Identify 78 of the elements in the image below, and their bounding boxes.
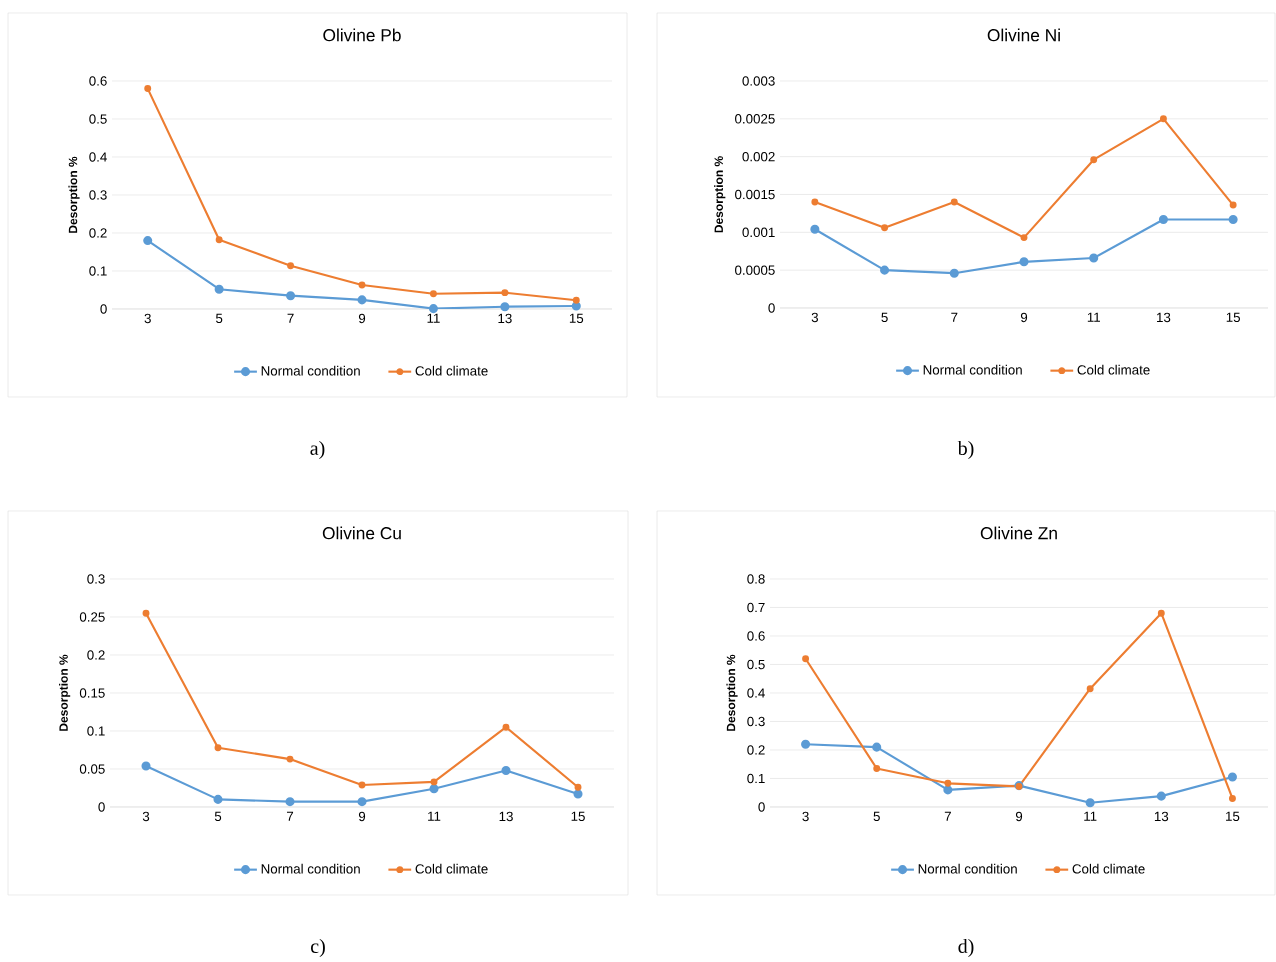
y-tick-label: 0.15: [79, 688, 105, 698]
chart-title: Olivine Zn: [980, 526, 1057, 540]
y-tick-label: 0.8: [747, 574, 765, 584]
x-tick-label: 7: [944, 811, 951, 821]
legend-label: Normal condition: [918, 863, 1017, 874]
y-tick-label: 0.5: [747, 659, 765, 670]
text: b): [957, 440, 974, 460]
x-tick-label: 5: [215, 313, 223, 323]
y-tick-label: 0.5: [89, 114, 107, 124]
y-tick-label: 0.4: [89, 152, 107, 162]
y-tick-label: 0.0015: [735, 189, 775, 200]
x-tick-label: 9: [358, 811, 366, 822]
x-tick-label: 11: [1087, 312, 1100, 322]
legend-label: Normal condition: [923, 364, 1022, 375]
y-tick-label: 0.1: [89, 266, 107, 276]
y-tick-label: 0.3: [87, 574, 105, 584]
y-tick-label: 0.0005: [735, 265, 775, 275]
y-tick-label: 0.2: [89, 228, 107, 238]
x-tick-label: 5: [881, 312, 888, 322]
y-tick-label: 0.6: [89, 76, 107, 86]
x-tick-label: 5: [214, 811, 222, 821]
x-tick-label: 15: [571, 811, 585, 821]
x-tick-label: 15: [1226, 811, 1240, 821]
x-tick-label: 3: [802, 811, 809, 822]
x-tick-label: 7: [286, 811, 294, 821]
y-tick-label: 0.1: [87, 726, 105, 736]
y-axis-title: Desorption %: [59, 654, 71, 731]
y-tick-label: 0: [768, 303, 775, 313]
chart-title: Olivine Ni: [987, 28, 1060, 42]
y-tick-label: 0.3: [89, 190, 107, 200]
y-tick-label: 0.25: [79, 612, 105, 622]
legend-label: Cold climate: [415, 863, 488, 874]
x-tick-label: 9: [1020, 312, 1028, 323]
legend-label: Cold climate: [1077, 364, 1150, 375]
text: c): [310, 938, 325, 958]
x-tick-label: 9: [358, 313, 366, 324]
text: d): [958, 938, 974, 958]
y-axis-title: Desorption %: [68, 156, 80, 233]
legend-label: Cold climate: [415, 365, 488, 376]
y-tick-label: 0: [100, 304, 107, 314]
y-tick-label: 0.0025: [735, 114, 775, 124]
legend-label: Normal condition: [261, 365, 360, 376]
legend-label: Cold climate: [1072, 863, 1145, 874]
x-tick-label: 13: [499, 811, 513, 822]
x-tick-label: 11: [428, 811, 441, 821]
text: a): [310, 440, 325, 460]
x-tick-label: 11: [1084, 811, 1097, 821]
y-tick-label: 0.7: [747, 602, 765, 613]
y-tick-label: 0.3: [747, 716, 765, 727]
legend-label: Normal condition: [261, 863, 360, 874]
chart-title: Olivine Pb: [323, 28, 401, 42]
x-tick-label: 15: [1226, 312, 1240, 322]
x-tick-label: 13: [498, 313, 512, 324]
y-tick-label: 0.001: [742, 227, 775, 238]
y-tick-label: 0.2: [747, 745, 765, 755]
x-tick-label: 13: [1157, 312, 1171, 323]
y-tick-label: 0.4: [747, 688, 765, 698]
x-tick-label: 15: [569, 313, 584, 323]
x-tick-label: 13: [1154, 811, 1169, 822]
y-tick-label: 0: [758, 802, 765, 812]
y-tick-label: 0.003: [742, 76, 775, 86]
y-tick-label: 0.2: [87, 650, 105, 660]
x-tick-label: 7: [951, 312, 958, 322]
y-tick-label: 0.6: [747, 631, 765, 641]
x-tick-label: 3: [142, 811, 150, 822]
x-tick-label: 5: [873, 811, 880, 821]
y-tick-label: 0.1: [747, 773, 765, 784]
y-axis-title: Desorption %: [714, 156, 726, 233]
x-tick-label: 3: [811, 312, 818, 323]
x-tick-label: 11: [427, 313, 440, 323]
y-axis-title: Desorption %: [726, 654, 738, 731]
y-tick-label: 0.002: [742, 151, 775, 162]
x-tick-label: 9: [1015, 811, 1023, 822]
y-tick-label: 0.05: [79, 764, 105, 774]
chart-title: Olivine Cu: [322, 526, 401, 540]
x-tick-label: 7: [287, 313, 294, 323]
x-tick-label: 3: [144, 313, 151, 324]
y-tick-label: 0: [98, 802, 105, 812]
